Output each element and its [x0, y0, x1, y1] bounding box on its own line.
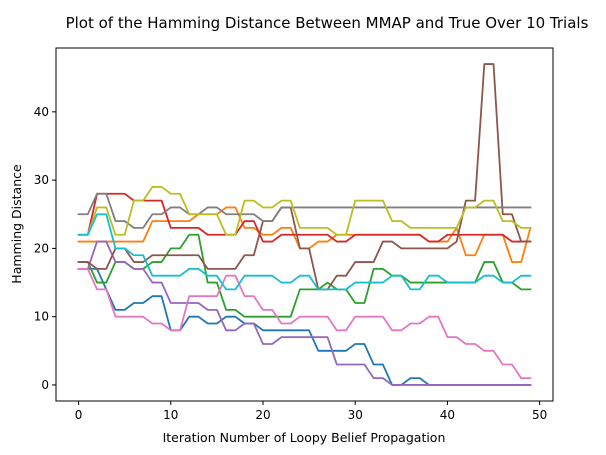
- y-axis-label: Hamming Distance: [9, 164, 24, 284]
- x-tick-label: 30: [348, 408, 363, 422]
- y-tick-label: 20: [34, 241, 49, 255]
- x-tick-label: 0: [75, 408, 83, 422]
- series-line-4: [77, 192, 532, 243]
- plot-area-frame: [55, 47, 554, 402]
- series-line-5: [77, 240, 532, 386]
- y-tick-label: 10: [34, 310, 49, 324]
- y-axis: 0 10 20 30 40: [34, 105, 56, 392]
- x-axis: 0 10 20 30 40 50: [75, 401, 547, 422]
- y-tick-label: 40: [34, 105, 49, 119]
- series-line-1: [77, 267, 532, 386]
- x-axis-label: Iteration Number of Loopy Belief Propaga…: [163, 430, 446, 445]
- series-layer: [77, 63, 532, 386]
- y-tick-label: 0: [41, 378, 49, 392]
- series-line-7: [77, 267, 532, 380]
- x-tick-label: 50: [532, 408, 547, 422]
- series-line-8: [77, 192, 532, 229]
- series-line-6: [77, 63, 532, 291]
- x-tick-label: 20: [255, 408, 270, 422]
- x-tick-label: 10: [163, 408, 178, 422]
- chart-title: Plot of the Hamming Distance Between MMA…: [66, 14, 589, 32]
- y-tick-label: 30: [34, 173, 49, 187]
- series-line-9: [77, 186, 532, 236]
- x-tick-label: 40: [440, 408, 455, 422]
- series-line-10: [77, 213, 532, 291]
